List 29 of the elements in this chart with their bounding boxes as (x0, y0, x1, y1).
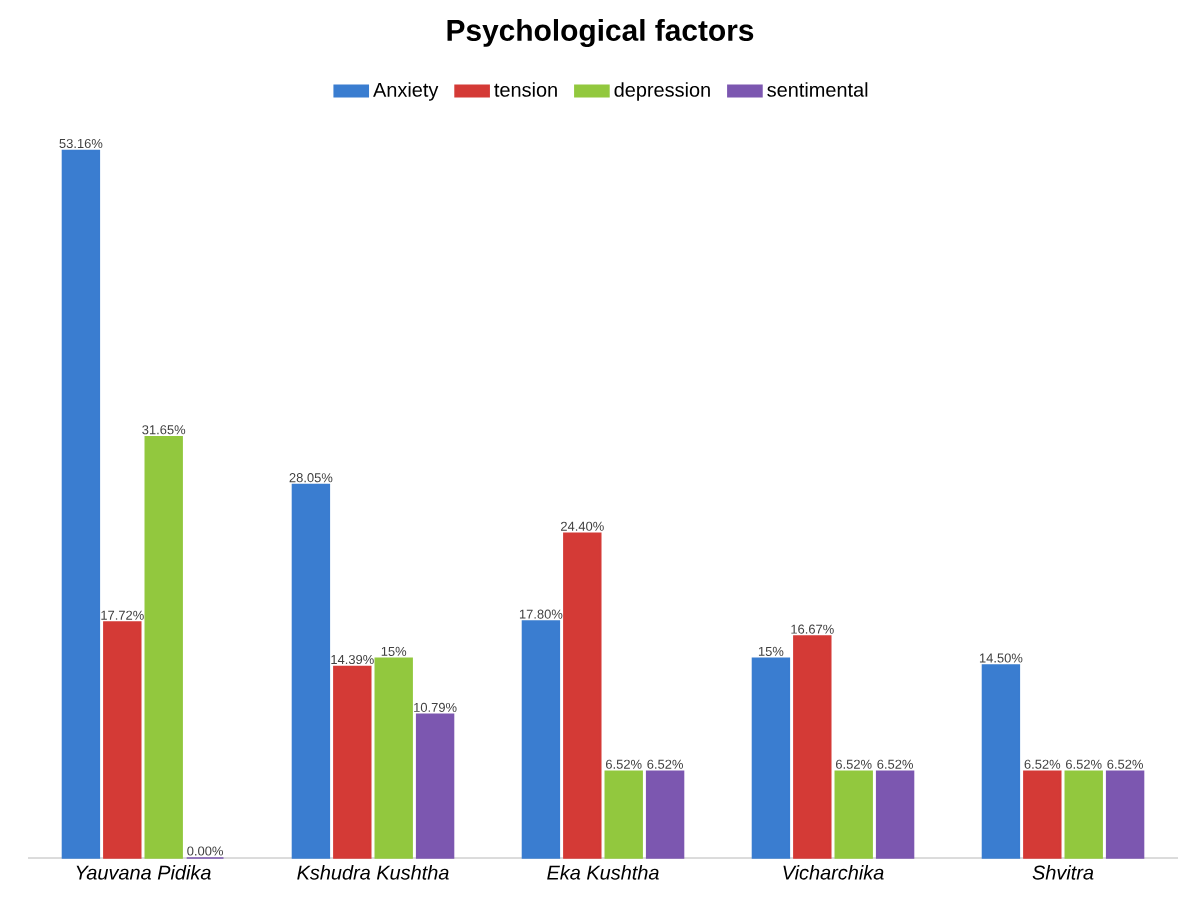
bar (521, 620, 561, 859)
chart-title: Psychological factors (447, 19, 754, 48)
x-tick-label: Vicharchika (783, 865, 884, 880)
bar (834, 770, 873, 859)
bar (291, 483, 331, 859)
legend-label: Anxiety (373, 82, 439, 101)
bar (1064, 770, 1103, 859)
bar (793, 635, 832, 859)
x-tick-label: Yauvana Pidika (76, 865, 211, 880)
bar (61, 149, 101, 859)
legend-label: tension (494, 82, 557, 97)
x-tick-label: Kshudra Kushtha (297, 865, 449, 880)
bar (604, 770, 643, 859)
x-tick-label: Shvitra (1032, 865, 1094, 880)
bar (1105, 770, 1145, 859)
bar (374, 657, 413, 859)
bar (1023, 770, 1062, 859)
bar (415, 713, 455, 859)
bar (103, 621, 142, 859)
bar (875, 770, 915, 859)
bar (981, 664, 1021, 859)
legend-label: sentimental (767, 82, 868, 97)
bar (563, 532, 602, 859)
bar (144, 435, 183, 859)
bar (751, 657, 791, 859)
legend-label: depression (614, 82, 710, 101)
x-tick-label: Eka Kushtha (547, 865, 659, 880)
bar (645, 770, 685, 859)
bar (333, 665, 372, 859)
